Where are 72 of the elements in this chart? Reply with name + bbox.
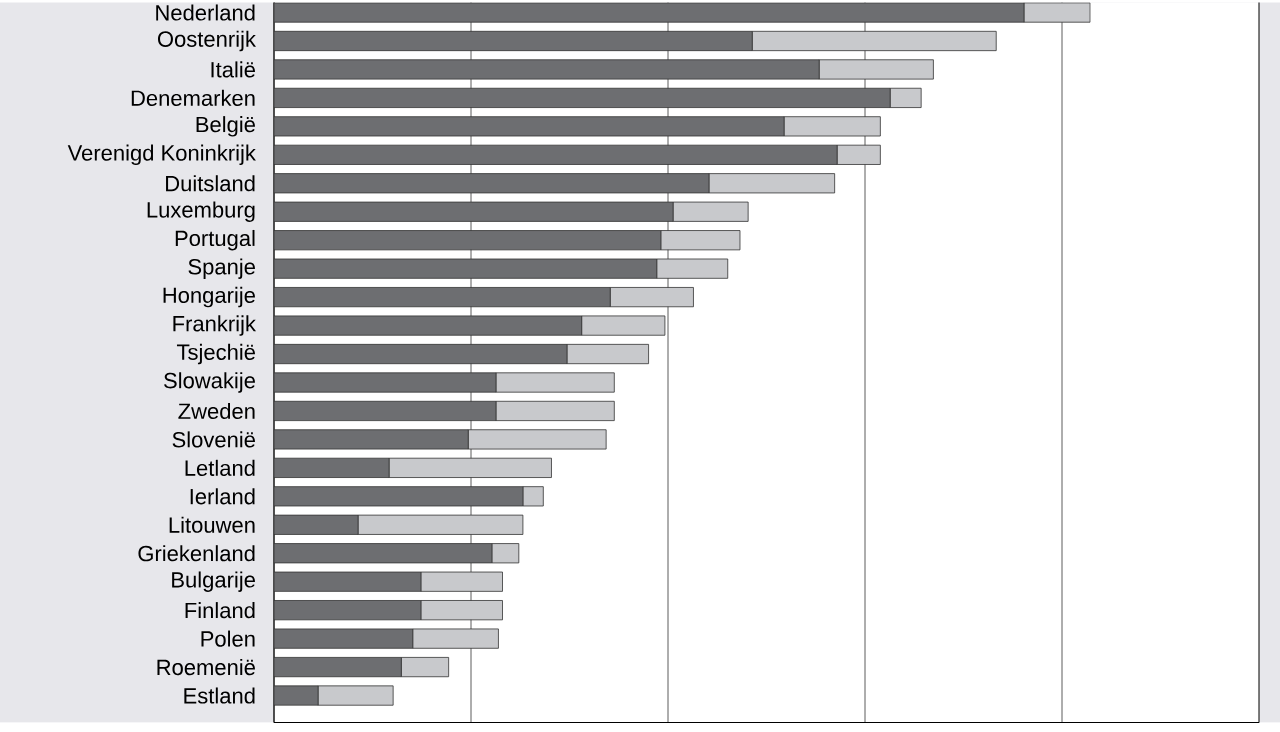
bar xyxy=(818,59,934,80)
y-tick-label: Hongarije xyxy=(163,287,255,308)
y-tick-label: Zweden xyxy=(178,403,255,420)
bar xyxy=(609,287,694,308)
y-tick-label: Slovenië xyxy=(172,431,255,448)
bar xyxy=(357,514,524,535)
y-tick-label: Spanje xyxy=(188,258,255,280)
y-tick-label: Verenigd Koninkrijk xyxy=(67,144,256,166)
bar xyxy=(783,116,881,137)
bar xyxy=(660,230,741,251)
bar xyxy=(274,173,710,194)
bar xyxy=(274,429,469,450)
bar xyxy=(274,59,820,80)
bar xyxy=(274,31,753,52)
bar xyxy=(274,287,611,308)
bar xyxy=(656,258,729,279)
bar xyxy=(400,657,450,678)
y-tick-label: Denemarken xyxy=(131,89,255,107)
bar xyxy=(420,571,503,592)
bar xyxy=(274,571,422,592)
y-tick-label: Duitsland xyxy=(166,175,255,192)
bar xyxy=(566,344,649,365)
bar xyxy=(836,144,881,166)
bar xyxy=(274,87,891,109)
y-tick-label: Luxemburg xyxy=(147,201,255,223)
bar xyxy=(274,457,390,479)
y-tick-label: Slowakije xyxy=(164,372,255,393)
y-tick-label: Frankrijk xyxy=(173,315,256,336)
bar xyxy=(274,372,497,393)
bar xyxy=(317,685,394,706)
y-tick-label: Finland xyxy=(185,602,255,619)
bar xyxy=(274,144,838,166)
bar xyxy=(274,401,497,422)
y-tick-label: Italië xyxy=(211,61,255,78)
bar xyxy=(420,600,503,621)
bar xyxy=(751,31,997,52)
bar xyxy=(274,3,1024,23)
bar xyxy=(708,173,836,194)
y-tick-label: Polen xyxy=(201,630,255,647)
y-tick-label: Bulgarije xyxy=(172,571,255,593)
bar xyxy=(412,628,499,649)
bar xyxy=(1023,2,1091,23)
bar xyxy=(274,315,583,336)
bar xyxy=(274,344,568,365)
y-tick-label: Roemenië xyxy=(157,659,255,676)
bar xyxy=(274,628,414,649)
bar xyxy=(495,372,615,393)
bar xyxy=(274,543,493,564)
y-tick-label: Ierland xyxy=(190,488,255,505)
y-tick-label: Nederland xyxy=(156,4,255,21)
bar xyxy=(274,600,422,621)
bar xyxy=(274,258,658,279)
bar xyxy=(274,116,785,137)
bar xyxy=(495,401,615,422)
y-tick-label: Estland xyxy=(184,687,255,704)
bar xyxy=(467,429,607,450)
bar xyxy=(274,514,359,535)
y-tick-label: Oostenrijk xyxy=(157,30,256,52)
y-tick-label: Litouwen xyxy=(169,516,255,533)
bar xyxy=(672,201,749,222)
y-tick-label: Tsjechië xyxy=(176,343,255,365)
bar xyxy=(274,201,674,222)
bar xyxy=(889,87,922,109)
bar xyxy=(274,657,402,678)
bar xyxy=(581,315,666,336)
y-tick-label: Letland xyxy=(185,459,255,477)
bar xyxy=(274,230,662,251)
y-tick-label: Griekenland xyxy=(138,545,255,562)
bar xyxy=(274,486,524,507)
bar xyxy=(388,457,552,479)
y-tick-label: Portugal xyxy=(175,230,255,251)
y-tick-label: België xyxy=(196,116,255,137)
